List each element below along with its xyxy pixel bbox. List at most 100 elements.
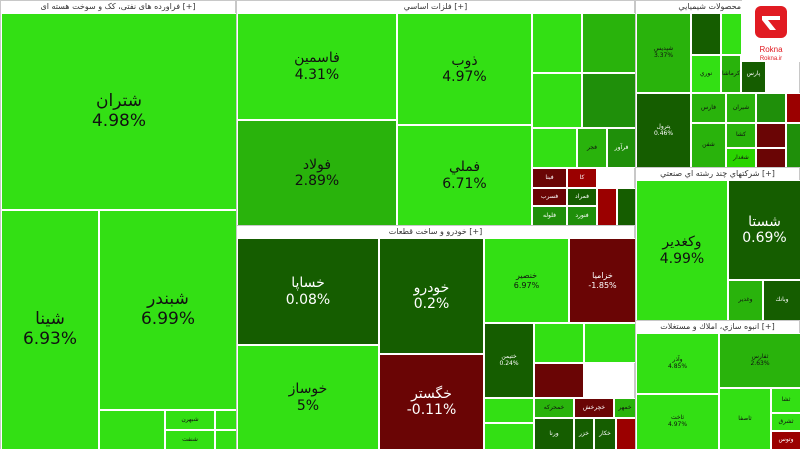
treemap-tile[interactable]: شبندر 6.99% — [99, 210, 237, 410]
treemap-tile[interactable] — [484, 398, 534, 423]
treemap-tile[interactable] — [582, 13, 636, 73]
panel-title[interactable]: خودرو و ساخت قطعات [+] — [237, 226, 634, 238]
treemap-tile[interactable]: شينا 6.93% — [1, 210, 99, 450]
treemap-tile[interactable]: خكار — [594, 418, 616, 450]
treemap-tile[interactable]: شفن — [691, 123, 726, 168]
treemap-tile[interactable]: شپديس 3.37% — [636, 13, 691, 93]
logo-site: Rokna.ir — [760, 56, 782, 62]
treemap-tile[interactable] — [786, 123, 800, 168]
treemap-tile[interactable]: ختيمن 0.24% — [484, 323, 534, 398]
treemap-tile[interactable] — [617, 188, 636, 226]
treemap-tile[interactable]: شتران 4.98% — [1, 13, 237, 210]
treemap-tile[interactable] — [756, 148, 786, 168]
treemap-tile[interactable]: شستا 0.69% — [728, 180, 800, 280]
treemap-tile[interactable]: شيران — [726, 93, 756, 123]
tile-percent: 6.99% — [140, 309, 195, 329]
treemap-tile[interactable]: كشا — [726, 123, 756, 148]
treemap-tile[interactable]: فرآور — [607, 128, 636, 168]
treemap-tile[interactable]: فارس — [691, 93, 726, 123]
tile-symbol: فارس — [701, 103, 716, 111]
treemap-tile[interactable]: فمراد — [567, 188, 597, 206]
treemap-tile[interactable]: خودرو 0.2% — [379, 238, 484, 354]
treemap-tile[interactable]: خمحركه — [534, 398, 574, 418]
tile-symbol: فاسمين — [294, 50, 340, 67]
treemap-tile[interactable] — [484, 423, 534, 450]
treemap-tile[interactable]: پترول 0.46% — [636, 93, 691, 168]
panel-multi-industry: شركتهاي چند رشته اي صنعتي [+] وكغدير 4.99… — [635, 167, 800, 321]
treemap-tile[interactable]: كرماشا — [721, 55, 741, 93]
treemap-tile[interactable] — [756, 93, 786, 123]
tile-symbol: ثشا — [781, 396, 791, 404]
treemap-tile[interactable]: ثفارس 2.63% — [719, 333, 800, 388]
treemap-tile[interactable] — [215, 430, 237, 450]
treemap-tile[interactable] — [691, 13, 721, 55]
treemap-tile[interactable]: شبهرن — [165, 410, 215, 430]
treemap-tile[interactable] — [99, 410, 165, 450]
treemap-tile[interactable]: خمهر — [614, 398, 636, 418]
treemap-tile[interactable] — [215, 410, 237, 430]
treemap-tile[interactable] — [534, 323, 584, 363]
treemap-tile[interactable]: خچرخش — [574, 398, 614, 418]
treemap-tile[interactable]: خگستر -0.11% — [379, 354, 484, 450]
treemap-tile[interactable] — [786, 93, 800, 123]
tile-percent: 4.97% — [667, 421, 688, 428]
tile-symbol: فملي — [448, 159, 481, 176]
tile-symbol: خچرخش — [582, 403, 606, 411]
tile-symbol: فجر — [586, 143, 598, 151]
tile-symbol: خكار — [599, 429, 611, 437]
treemap-tile[interactable]: نوري — [691, 55, 721, 93]
panel-title[interactable]: انبوه سازي، املاك و مستغلات [+] — [636, 321, 799, 333]
treemap-tile[interactable]: فلوله — [532, 206, 567, 226]
treemap-tile[interactable] — [584, 323, 636, 363]
treemap-tile[interactable] — [582, 73, 636, 128]
treemap-tile[interactable]: خزاميا -1.85% — [569, 238, 636, 323]
tile-symbol: وتوس — [778, 436, 794, 444]
tile-symbol: خوساز — [288, 381, 328, 398]
panel-title[interactable]: فلزات اساسي [+] — [237, 1, 634, 13]
treemap-tile[interactable]: وكغدير 4.99% — [636, 180, 728, 321]
treemap-tile[interactable]: وآذر 4.85% — [636, 333, 719, 394]
tile-percent: 6.97% — [513, 280, 540, 290]
treemap-tile[interactable]: ثاخت 4.97% — [636, 394, 719, 450]
treemap-tile[interactable] — [616, 418, 636, 450]
treemap-tile[interactable]: فملي 6.71% — [397, 125, 532, 226]
treemap-tile[interactable]: فاسمين 4.31% — [237, 13, 397, 120]
treemap-tile[interactable]: فبنا — [532, 168, 567, 188]
treemap-tile[interactable]: وغدير — [728, 280, 763, 321]
treemap-tile[interactable] — [597, 188, 617, 226]
treemap-tile[interactable]: فولاد 2.89% — [237, 120, 397, 226]
tile-symbol: كشا — [735, 131, 747, 139]
treemap-tile[interactable]: فسرب — [532, 188, 567, 206]
treemap-tile[interactable]: ثشرق — [771, 413, 800, 431]
treemap-tile[interactable] — [534, 363, 584, 398]
treemap-tile[interactable] — [756, 123, 786, 148]
panel-title[interactable]: فراورده های نفتی، کک و سوخت هسته ای [+] — [1, 1, 235, 13]
treemap-tile[interactable]: خوساز 5% — [237, 345, 379, 450]
tile-symbol: خمهر — [618, 403, 632, 411]
tile-symbol: شفن — [702, 141, 715, 149]
treemap-tile[interactable]: فنورد — [567, 206, 597, 226]
treemap-tile[interactable]: ثاصفا — [719, 388, 771, 450]
treemap-tile[interactable] — [532, 128, 577, 168]
tile-symbol: شنفت — [182, 435, 198, 443]
treemap-tile[interactable]: ورنا — [534, 418, 574, 450]
tile-symbol: نوري — [699, 69, 713, 77]
tile-symbol: فسرب — [540, 192, 559, 200]
treemap-tile[interactable]: خساپا 0.08% — [237, 238, 379, 345]
treemap-tile[interactable] — [532, 13, 582, 73]
treemap-tile[interactable]: ثشا — [771, 388, 800, 413]
panel-title[interactable]: شركتهاي چند رشته اي صنعتي [+] — [636, 168, 799, 180]
treemap-tile[interactable]: شغدار — [726, 148, 756, 168]
treemap-tile[interactable]: خزر — [574, 418, 594, 450]
treemap-tile[interactable]: وبانك — [763, 280, 800, 321]
treemap-tile[interactable]: وتوس — [771, 431, 800, 450]
treemap-tile[interactable]: فجر — [577, 128, 607, 168]
treemap-tile[interactable]: كا — [567, 168, 597, 188]
treemap-tile[interactable] — [532, 73, 582, 128]
treemap-tile[interactable]: ذوب 4.97% — [397, 13, 532, 125]
treemap-tile[interactable]: شنفت — [165, 430, 215, 450]
tile-symbol: شتران — [96, 90, 142, 111]
treemap-tile[interactable]: خنصير 6.97% — [484, 238, 569, 323]
tile-symbol: شينا — [35, 309, 65, 330]
tile-percent: 5% — [296, 397, 320, 414]
